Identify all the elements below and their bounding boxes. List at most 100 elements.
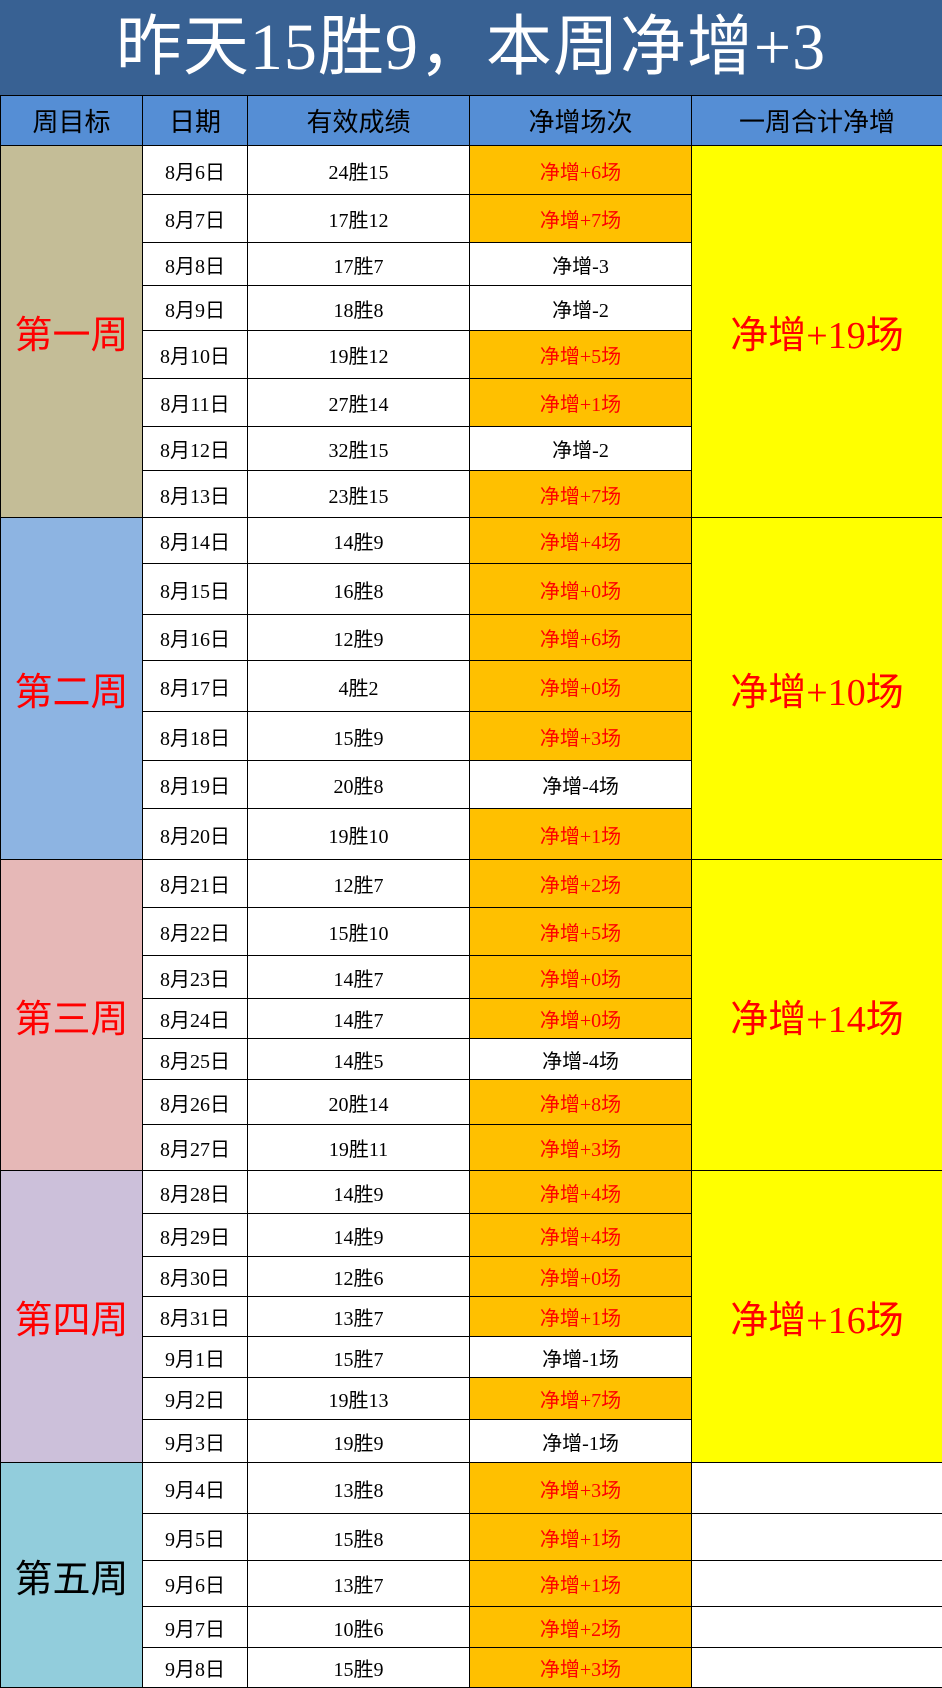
score-cell: 17胜12 [248, 195, 470, 243]
date-cell: 8月20日 [143, 809, 248, 860]
net-cell: 净增+3场 [470, 1648, 692, 1688]
date-cell: 8月31日 [143, 1297, 248, 1337]
score-cell: 4胜2 [248, 661, 470, 712]
net-cell: 净增+0场 [470, 1257, 692, 1297]
date-cell: 9月7日 [143, 1607, 248, 1648]
date-cell: 8月12日 [143, 427, 248, 471]
net-cell: 净增+3场 [470, 1463, 692, 1514]
date-cell: 8月18日 [143, 712, 248, 761]
date-cell: 9月6日 [143, 1561, 248, 1607]
score-cell: 14胜9 [248, 1171, 470, 1214]
date-cell: 8月19日 [143, 761, 248, 809]
header-row: 周目标 日期 有效成绩 净增场次 一周合计净增 [1, 96, 942, 146]
week-total-cell: 净增+16场 [692, 1171, 942, 1463]
score-cell: 18胜8 [248, 286, 470, 331]
week-label: 第一周 [1, 146, 143, 518]
score-cell: 15胜8 [248, 1514, 470, 1561]
net-cell: 净增-4场 [470, 1039, 692, 1080]
date-cell: 9月2日 [143, 1378, 248, 1420]
score-cell: 13胜7 [248, 1297, 470, 1337]
week-total-empty-cell [692, 1607, 942, 1648]
date-cell: 9月3日 [143, 1420, 248, 1463]
score-cell: 19胜12 [248, 331, 470, 379]
date-cell: 8月21日 [143, 860, 248, 908]
header-score: 有效成绩 [248, 96, 470, 146]
score-cell: 19胜10 [248, 809, 470, 860]
date-cell: 9月5日 [143, 1514, 248, 1561]
score-cell: 19胜11 [248, 1125, 470, 1171]
score-cell: 20胜8 [248, 761, 470, 809]
date-cell: 8月13日 [143, 471, 248, 518]
score-cell: 13胜7 [248, 1561, 470, 1607]
net-cell: 净增+0场 [470, 956, 692, 999]
date-cell: 8月23日 [143, 956, 248, 999]
week-label: 第二周 [1, 518, 143, 860]
score-cell: 19胜13 [248, 1378, 470, 1420]
date-cell: 9月4日 [143, 1463, 248, 1514]
net-cell: 净增+5场 [470, 331, 692, 379]
week-label: 第四周 [1, 1171, 143, 1463]
score-cell: 12胜6 [248, 1257, 470, 1297]
net-cell: 净增+1场 [470, 1297, 692, 1337]
score-cell: 13胜8 [248, 1463, 470, 1514]
net-cell: 净增+7场 [470, 1378, 692, 1420]
date-cell: 8月25日 [143, 1039, 248, 1080]
net-cell: 净增+1场 [470, 1514, 692, 1561]
header-week-goal: 周目标 [1, 96, 143, 146]
date-cell: 8月24日 [143, 999, 248, 1039]
net-cell: 净增+3场 [470, 1125, 692, 1171]
score-cell: 32胜15 [248, 427, 470, 471]
week-total-cell: 净增+14场 [692, 860, 942, 1171]
header-week-total: 一周合计净增 [692, 96, 942, 146]
score-cell: 15胜7 [248, 1337, 470, 1378]
net-cell: 净增+1场 [470, 379, 692, 427]
date-cell: 8月16日 [143, 615, 248, 661]
score-cell: 14胜7 [248, 956, 470, 999]
score-cell: 14胜9 [248, 518, 470, 564]
date-cell: 8月11日 [143, 379, 248, 427]
score-cell: 19胜9 [248, 1420, 470, 1463]
net-cell: 净增-2 [470, 286, 692, 331]
date-cell: 8月29日 [143, 1214, 248, 1257]
week-total-cell: 净增+19场 [692, 146, 942, 518]
date-cell: 8月8日 [143, 243, 248, 286]
date-cell: 8月10日 [143, 331, 248, 379]
net-cell: 净增+4场 [470, 1171, 692, 1214]
net-cell: 净增+1场 [470, 809, 692, 860]
score-cell: 23胜15 [248, 471, 470, 518]
score-cell: 20胜14 [248, 1080, 470, 1125]
date-cell: 8月15日 [143, 564, 248, 615]
score-cell: 15胜10 [248, 908, 470, 956]
net-cell: 净增+6场 [470, 146, 692, 195]
net-cell: 净增+0场 [470, 564, 692, 615]
date-cell: 8月7日 [143, 195, 248, 243]
net-cell: 净增+6场 [470, 615, 692, 661]
week-total-cell: 净增+10场 [692, 518, 942, 860]
week-total-empty-cell [692, 1463, 942, 1514]
date-cell: 8月9日 [143, 286, 248, 331]
week-total-empty-cell [692, 1648, 942, 1688]
net-cell: 净增-3 [470, 243, 692, 286]
page-title: 昨天15胜9，本周净增+3 [0, 0, 942, 95]
date-cell: 8月26日 [143, 1080, 248, 1125]
date-cell: 8月22日 [143, 908, 248, 956]
net-cell: 净增+8场 [470, 1080, 692, 1125]
net-cell: 净增-1场 [470, 1420, 692, 1463]
net-cell: 净增+0场 [470, 661, 692, 712]
week-label: 第五周 [1, 1463, 143, 1688]
date-cell: 9月8日 [143, 1648, 248, 1688]
net-cell: 净增+1场 [470, 1561, 692, 1607]
score-cell: 12胜7 [248, 860, 470, 908]
net-cell: 净增-1场 [470, 1337, 692, 1378]
date-cell: 8月17日 [143, 661, 248, 712]
week-total-empty-cell [692, 1514, 942, 1561]
score-cell: 17胜7 [248, 243, 470, 286]
net-cell: 净增+5场 [470, 908, 692, 956]
